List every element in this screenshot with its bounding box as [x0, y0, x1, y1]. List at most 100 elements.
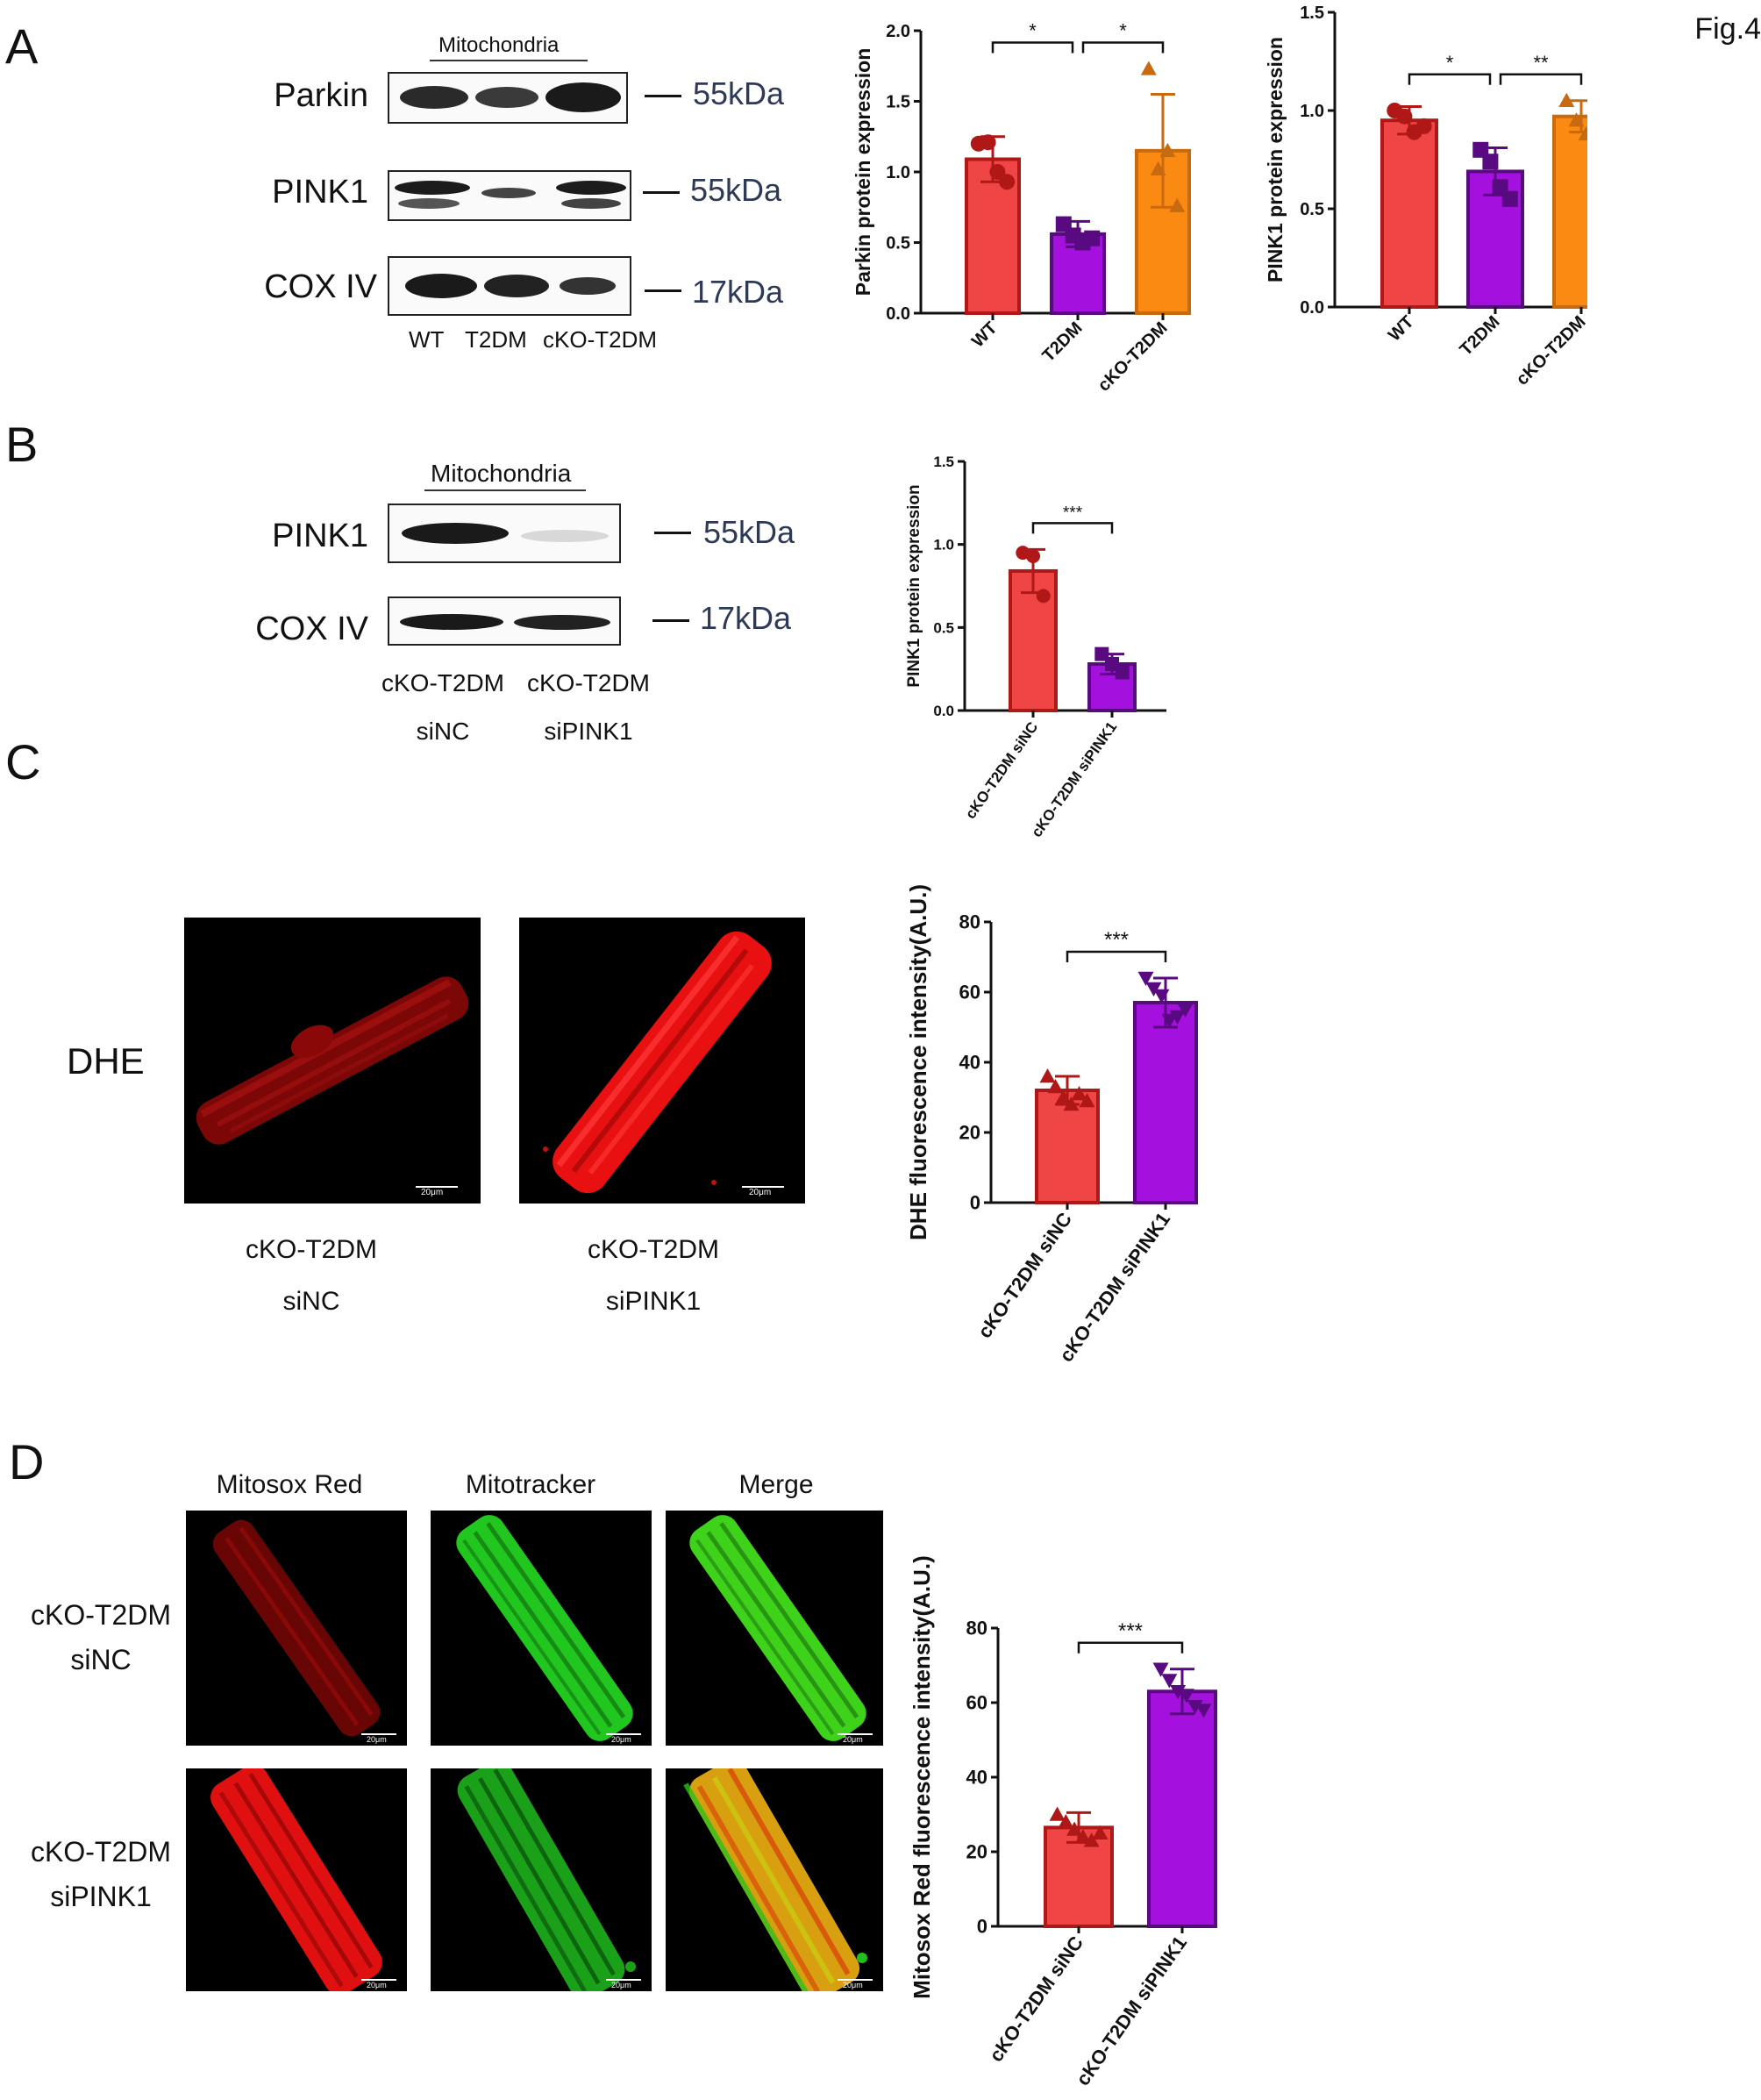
dhe-caption-sinc: cKO-T2DM siNC: [228, 1225, 395, 1327]
blot-a-label-cox4: COX IV: [264, 268, 377, 305]
blot-b-kda-pink1: 55kDa: [703, 514, 795, 550]
d-row-label-sinc: cKO-T2DM siNC: [18, 1593, 184, 1682]
y-tick-label: 0: [970, 1192, 980, 1214]
data-point: [1055, 1089, 1072, 1104]
mitosox-image-sinc: 20μm: [186, 1511, 407, 1746]
blot-b-header: Mitochondria: [431, 460, 572, 487]
chart-dhe: 0 20 40 60 80 DHE fluorescence intensity(A.U.…: [905, 884, 1198, 1366]
data-point: [1036, 589, 1051, 604]
dhe-scale-sinc: 20μm: [421, 1188, 444, 1197]
blot-b-kda-cox4: 17kDa: [700, 600, 792, 636]
data-point: [1039, 1068, 1056, 1083]
y-tick-label: 1.0: [1300, 102, 1324, 121]
significance-bracket: [1081, 41, 1165, 54]
data-point: [1169, 197, 1186, 212]
data-point: [1482, 154, 1499, 170]
data-point: [1084, 230, 1101, 246]
data-point: [1558, 92, 1575, 107]
blot-a-marker-line-1: [645, 95, 681, 97]
blot-b-lane-sipink1: cKO-T2DM siPINK1: [523, 660, 654, 755]
data-point: [1153, 989, 1170, 1004]
x-tick-label: cKO-T2DM siPINK1: [1028, 718, 1120, 840]
scale-merge-sinc: 20μm: [843, 1735, 863, 1744]
significance-bracket: [1499, 73, 1583, 85]
y-axis-label: Mitosox Red fluorescence intensity(A.U.): [909, 1555, 935, 1999]
data-point: [1145, 982, 1162, 996]
blot-b-label-cox4: COX IV: [255, 611, 368, 647]
data-point: [1169, 1010, 1186, 1025]
y-tick-label: 80: [966, 1618, 987, 1639]
data-point: [1026, 548, 1040, 563]
blot-a-lane-cko: cKO-T2DM: [543, 326, 657, 353]
data-point: [1115, 665, 1130, 680]
y-tick-label: 20: [959, 1122, 980, 1144]
significance-bracket: [1077, 1641, 1184, 1654]
blot-a-lane-t2dm: T2DM: [465, 326, 527, 353]
x-tick-label: WT: [968, 318, 1002, 352]
data-point: [1074, 1829, 1091, 1844]
blot-a-kda-pink1: 55kDa: [690, 172, 782, 208]
data-point: [1415, 118, 1432, 134]
significance-bracket: [1066, 950, 1167, 962]
y-tick-label: 0.0: [1300, 298, 1324, 318]
y-tick-label: 60: [966, 1692, 987, 1714]
data-point: [1159, 142, 1176, 158]
data-point: [1177, 1003, 1194, 1018]
y-tick-label: 60: [959, 982, 980, 1004]
data-point: [1049, 1806, 1066, 1821]
y-tick-label: 40: [959, 1052, 980, 1074]
mitotracker-image-sipink1: 20μm: [431, 1768, 652, 1991]
data-point: [1150, 161, 1166, 175]
data-point: [1187, 1700, 1203, 1715]
blot-a-label-parkin: Parkin: [274, 77, 368, 114]
dhe-caption-sipink1: cKO-T2DM siPINK1: [570, 1225, 737, 1327]
y-tick-label: 1.0: [886, 163, 910, 182]
blot-a-kda-parkin: 55kDa: [693, 75, 785, 111]
d-row-label-sipink1: cKO-T2DM siPINK1: [18, 1830, 184, 1919]
col-label-merge: Merge: [738, 1470, 814, 1499]
d-row-label-sipink1-line2: siPINK1: [50, 1881, 152, 1913]
bar: [1552, 114, 1587, 309]
mitosox-image-sipink1: 20μm: [186, 1768, 407, 1991]
blot-b-lane-sinc-line1: cKO-T2DM: [381, 669, 504, 696]
data-point: [1178, 1689, 1194, 1704]
significance-label: *: [1029, 19, 1037, 41]
panel-letter-d: D: [9, 1434, 45, 1489]
data-point: [1501, 190, 1518, 207]
panel-letter-a: A: [5, 18, 39, 74]
blot-b-lane-sipink1-line1: cKO-T2DM: [527, 669, 650, 696]
significance-label: *: [1446, 52, 1454, 74]
blot-a-marker-line-2: [643, 191, 680, 194]
dhe-caption-sinc-line1: cKO-T2DM: [246, 1235, 377, 1264]
y-tick-label: 0: [977, 1916, 987, 1938]
d-row-label-sipink1-line1: cKO-T2DM: [31, 1836, 171, 1868]
col-label-mitosox: Mitosox Red: [216, 1470, 363, 1499]
y-tick-label: 20: [966, 1841, 987, 1863]
x-tick-label: cKO-T2DM siPINK1: [1072, 1932, 1191, 2090]
merge-image-sinc: 20μm: [666, 1511, 883, 1746]
scale-mitotracker-sipink1: 20μm: [611, 1981, 631, 1989]
figure-label: Fig.4: [1694, 12, 1761, 46]
y-tick-label: 1.5: [886, 93, 910, 112]
chart-pink1-b: 0.0 0.5 1.0 1.5 PINK1 protein expression cKO-…: [905, 454, 1166, 840]
d-row-label-sinc-line1: cKO-T2DM: [31, 1599, 171, 1631]
x-tick-label: WT: [1385, 312, 1418, 346]
y-axis-label: PINK1 protein expression: [905, 484, 923, 687]
blot-a-parkin: [388, 72, 628, 124]
d-row-label-sinc-line2: siNC: [70, 1644, 132, 1676]
data-point: [999, 174, 1016, 190]
y-tick-label: 40: [966, 1767, 987, 1789]
chart-mitosox: 0 20 40 60 80 Mitosox Red fluorescence intens…: [909, 1555, 1217, 2090]
data-point: [1079, 1093, 1095, 1108]
y-tick-label: 0.5: [886, 234, 910, 254]
x-tick-label: cKO-T2DM siNC: [973, 1208, 1076, 1342]
x-tick-label: cKO-T2DM: [1513, 312, 1587, 389]
y-tick-label: 2.0: [886, 22, 910, 41]
scale-mitotracker-sinc: 20μm: [611, 1735, 631, 1744]
data-point: [1137, 971, 1154, 986]
y-tick-label: 0.5: [933, 619, 954, 636]
significance-label: ***: [1104, 928, 1129, 952]
y-tick-label: 1.0: [933, 537, 954, 554]
blot-a-kda-cox4: 17kDa: [692, 274, 784, 310]
data-point: [1063, 1096, 1080, 1111]
